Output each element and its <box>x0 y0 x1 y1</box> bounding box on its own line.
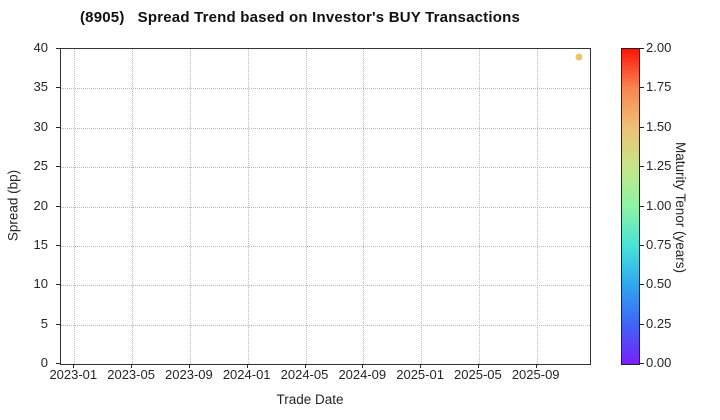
y-tick-label: 35 <box>33 79 48 95</box>
y-gridline <box>61 285 590 287</box>
colorbar-tick-mark <box>640 48 644 49</box>
colorbar-tick-label: 0.25 <box>646 315 672 331</box>
colorbar-tick-mark <box>640 284 644 286</box>
y-tick-mark <box>56 166 60 168</box>
y-tick-mark <box>56 323 60 325</box>
colorbar-tick-mark <box>640 363 644 364</box>
colorbar-tick-label: 0.75 <box>646 236 672 252</box>
x-tick-mark <box>420 364 422 368</box>
colorbar-tick-mark <box>640 166 644 168</box>
y-gridline <box>61 206 590 208</box>
colorbar <box>621 48 640 365</box>
x-axis-label: Trade Date <box>276 392 344 407</box>
y-tick-label: 15 <box>33 236 48 252</box>
y-gridline <box>61 127 590 129</box>
y-tick-label: 0 <box>40 355 48 370</box>
x-tick-label: 2023-01 <box>49 367 98 382</box>
y-gridline <box>61 167 590 169</box>
x-tick-label: 2023-09 <box>165 367 213 382</box>
colorbar-tick-label: 1.50 <box>646 118 672 134</box>
y-tick-label: 5 <box>40 315 48 331</box>
colorbar-tick-mark <box>640 87 644 89</box>
colorbar-tick-label: 1.75 <box>646 79 672 95</box>
scatter-point <box>575 53 583 61</box>
x-tick-label: 2025-01 <box>396 367 444 382</box>
y-tick-mark <box>56 205 60 207</box>
x-tick-label: 2025-09 <box>511 367 560 382</box>
colorbar-tick-label: 0.50 <box>646 276 672 292</box>
colorbar-tick-label: 2.00 <box>646 40 672 55</box>
colorbar-tick-mark <box>640 244 644 246</box>
y-tick-mark <box>56 244 60 246</box>
colorbar-tick-label: 1.00 <box>646 197 672 213</box>
y-tick-label: 25 <box>33 158 48 174</box>
colorbar-label: Maturity Tenor (years) <box>673 142 688 274</box>
y-tick-mark <box>56 284 60 286</box>
y-tick-mark <box>56 363 60 364</box>
x-tick-label: 2023-05 <box>107 367 155 382</box>
colorbar-tick-mark <box>640 205 644 207</box>
x-tick-mark <box>477 364 479 368</box>
x-tick-mark <box>188 364 190 368</box>
colorbar-tick-label: 1.25 <box>646 158 672 174</box>
y-tick-mark <box>56 48 60 49</box>
y-tick-label: 20 <box>33 197 48 213</box>
colorbar-tick-mark <box>640 323 644 325</box>
colorbar-tick-mark <box>640 126 644 128</box>
y-tick-mark <box>56 87 60 89</box>
y-tick-mark <box>56 126 60 128</box>
x-tick-label: 2024-09 <box>338 367 387 382</box>
x-tick-mark <box>73 364 75 368</box>
x-tick-mark <box>362 364 364 368</box>
y-gridline <box>61 324 590 326</box>
x-tick-mark <box>246 364 248 368</box>
x-tick-mark <box>304 364 306 368</box>
y-tick-label: 10 <box>33 276 48 292</box>
x-tick-mark <box>535 364 537 368</box>
x-tick-label: 2024-05 <box>280 367 329 382</box>
x-tick-label: 2025-05 <box>454 367 502 382</box>
colorbar-tick-label: 0.00 <box>646 355 672 370</box>
chart-title: (8905) Spread Trend based on Investor's … <box>79 9 521 26</box>
x-tick-mark <box>131 364 133 368</box>
y-tick-label: 40 <box>33 40 48 55</box>
y-gridline <box>61 88 590 90</box>
plot-area <box>60 48 591 365</box>
x-tick-label: 2024-01 <box>222 367 271 382</box>
y-gridline <box>61 245 590 247</box>
y-tick-label: 30 <box>33 118 48 134</box>
